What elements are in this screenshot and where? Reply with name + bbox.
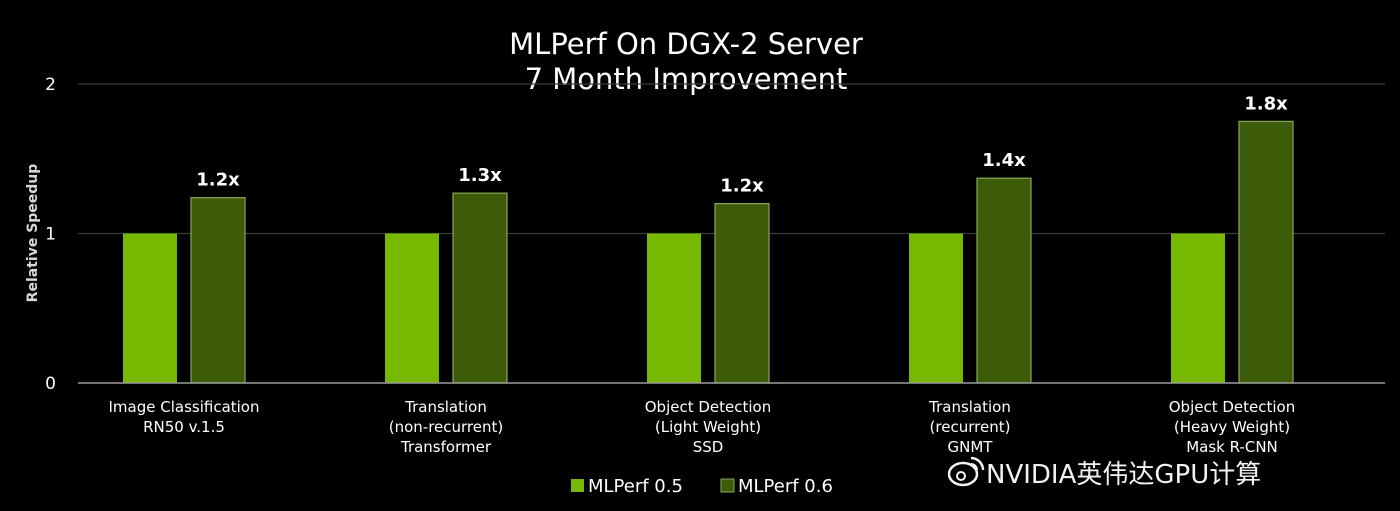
bar-mlperf-0-6-4 [1238, 120, 1294, 384]
bar-mlperf-0-6-2 [714, 203, 770, 384]
category-label: (non-recurrent) [389, 418, 504, 436]
watermark: NVIDIA英伟达GPU计算 [947, 456, 1261, 490]
bars [123, 120, 1294, 384]
y-axis-ticks: 0 1 2 [45, 75, 56, 394]
category-label: RN50 v.1.5 [143, 418, 225, 436]
y-tick-label: 0 [45, 374, 56, 394]
bar-mlperf-0-6-0 [190, 197, 246, 384]
category-label: Mask R-CNN [1186, 438, 1278, 456]
legend-label-0: MLPerf 0.5 [588, 476, 683, 497]
y-tick-label: 2 [45, 75, 56, 95]
data-labels: 1.2x 1.3x 1.2x 1.4x 1.8x [196, 93, 1288, 196]
category-label: GNMT [948, 438, 994, 456]
watermark-text: NVIDIA英伟达GPU计算 [986, 460, 1261, 490]
category-label: Translation [928, 398, 1011, 416]
category-label: Object Detection [645, 398, 772, 416]
bar-mlperf-0-5-0 [123, 233, 177, 383]
legend-swatch-1 [720, 478, 735, 493]
bar-mlperf-0-5-2 [647, 233, 701, 383]
data-label: 1.8x [1244, 93, 1288, 114]
weibo-logo-icon [947, 456, 985, 487]
category-label: (recurrent) [930, 418, 1011, 436]
bar-mlperf-0-6-1 [452, 192, 508, 384]
chart-subtitle: 7 Month Improvement [525, 62, 848, 96]
category-label: Transformer [400, 438, 492, 456]
y-axis-label: Relative Speedup [25, 164, 41, 303]
legend-label-1: MLPerf 0.6 [738, 476, 833, 497]
category-label: Object Detection [1169, 398, 1296, 416]
category-label: (Heavy Weight) [1174, 418, 1290, 436]
chart-title: MLPerf On DGX-2 Server [509, 27, 863, 61]
category-label: SSD [693, 438, 724, 456]
y-tick-label: 1 [45, 225, 56, 245]
bar-mlperf-0-5-4 [1171, 233, 1225, 383]
data-label: 1.2x [720, 176, 764, 197]
legend: MLPerf 0.5 MLPerf 0.6 [571, 476, 833, 497]
category-label: Translation [404, 398, 487, 416]
category-label: Image Classification [109, 398, 260, 416]
data-label: 1.3x [458, 165, 502, 186]
bar-mlperf-0-5-3 [909, 233, 963, 383]
data-label: 1.2x [196, 170, 240, 191]
bar-mlperf-0-5-1 [385, 233, 439, 383]
bar-mlperf-0-6-3 [976, 177, 1032, 384]
legend-swatch-0 [571, 479, 584, 492]
data-label: 1.4x [982, 150, 1026, 171]
category-labels: Image Classification RN50 v.1.5 Translatio… [109, 398, 1296, 456]
category-label: (Light Weight) [655, 418, 761, 436]
